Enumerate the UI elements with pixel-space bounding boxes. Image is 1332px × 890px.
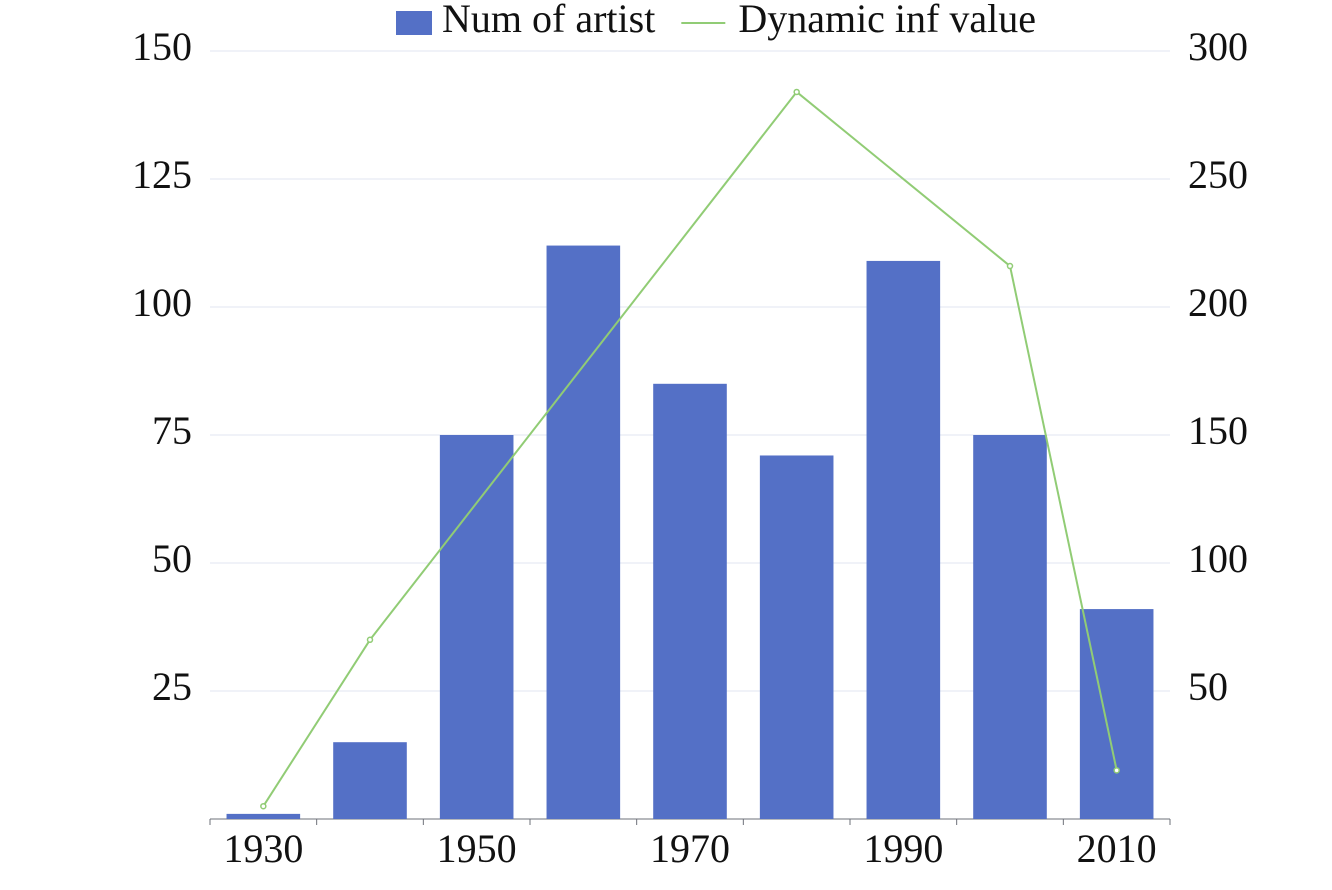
y-tick-label: 25 <box>152 664 192 709</box>
bar <box>653 383 727 819</box>
bar <box>226 813 301 819</box>
y2-tick-label: 150 <box>1188 408 1248 453</box>
legend-swatch <box>396 11 432 35</box>
y-tick-label: 150 <box>132 24 192 69</box>
line-segment <box>262 639 371 807</box>
line-segment <box>369 91 798 641</box>
x-tick-label: 1990 <box>863 826 943 871</box>
y-tick-label: 50 <box>152 536 192 581</box>
line-point <box>1006 262 1014 270</box>
y2-tick-label: 300 <box>1188 24 1248 69</box>
y2-tick-label: 50 <box>1188 664 1228 709</box>
x-tick-label: 1930 <box>223 826 303 871</box>
line-point <box>366 636 374 644</box>
bar <box>866 260 941 819</box>
y2-tick-label: 250 <box>1188 152 1248 197</box>
y-tick-label: 75 <box>152 408 192 453</box>
line-point <box>1113 767 1120 774</box>
legend-label: Num of artist <box>442 0 655 41</box>
line-segment <box>796 91 1011 267</box>
y2-tick-label: 200 <box>1188 280 1248 325</box>
legend-label: Dynamic inf value <box>738 0 1036 41</box>
line-segment <box>1009 265 1118 771</box>
x-tick-label: 2010 <box>1077 826 1157 871</box>
bar <box>1079 609 1154 819</box>
x-tick-label: 1970 <box>650 826 730 871</box>
line-point <box>260 802 267 810</box>
y-tick-label: 125 <box>132 152 192 197</box>
line-point <box>793 88 800 96</box>
x-tick-label: 1950 <box>437 826 517 871</box>
y2-tick-label: 100 <box>1188 536 1248 581</box>
bar <box>759 455 834 819</box>
y-tick-label: 100 <box>132 280 192 325</box>
bar <box>333 742 407 819</box>
bar <box>973 435 1047 819</box>
bar <box>439 435 514 819</box>
bar <box>546 245 621 819</box>
